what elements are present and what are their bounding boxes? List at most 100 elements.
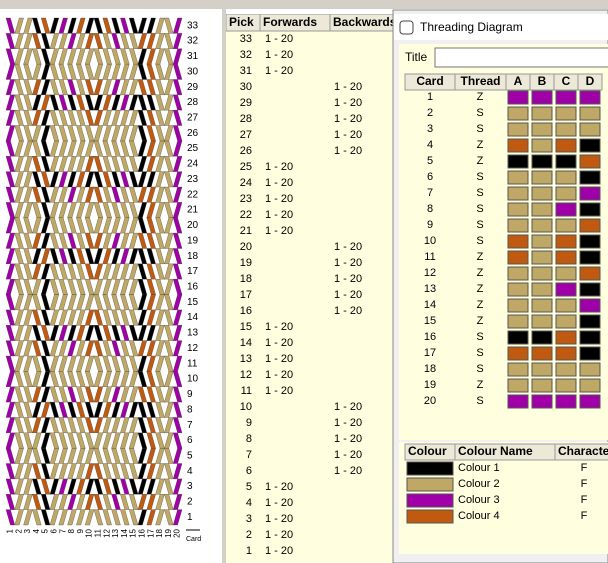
- weave-float: [41, 110, 51, 126]
- weave-float: [173, 17, 183, 34]
- card-label: 3: [23, 528, 32, 533]
- weave-float: [120, 186, 130, 203]
- weave-float: [102, 94, 112, 111]
- card-label: 19: [164, 528, 173, 537]
- weave-float: [67, 156, 77, 172]
- column-header: [329, 14, 393, 32]
- weave-float: [5, 110, 15, 126]
- weave-float: [146, 79, 156, 95]
- hole-colour: [531, 138, 553, 153]
- weave-float: [164, 248, 174, 264]
- weave-float: [23, 171, 33, 188]
- hole-colour: [555, 138, 577, 153]
- thread-direction: S: [476, 347, 483, 359]
- card-label: 5: [41, 528, 50, 533]
- weave-float: [5, 417, 15, 433]
- pick-label: 32: [187, 36, 199, 47]
- weave-float: [146, 494, 156, 510]
- weave-float: [14, 232, 24, 249]
- weave-float: [155, 17, 165, 34]
- weave-float: [120, 33, 130, 49]
- weave-float: [146, 110, 156, 126]
- weave-float: [23, 156, 33, 172]
- weave-float: [102, 263, 112, 280]
- weave-float: [32, 202, 42, 218]
- forwards-range: 1 - 20: [265, 369, 293, 381]
- weave-float: [23, 463, 33, 480]
- weave-float: [58, 478, 68, 495]
- weave-float: [76, 79, 86, 95]
- weave-float: [111, 186, 121, 203]
- weave-float: [155, 48, 165, 65]
- backwards-range: 1 - 20: [334, 417, 362, 429]
- thread-direction: Z: [477, 139, 484, 151]
- pick-number: 22: [240, 209, 252, 221]
- weave-float: [155, 156, 165, 172]
- weave-float: [49, 232, 59, 249]
- weave-float: [41, 401, 51, 418]
- weave-float: [102, 186, 112, 203]
- weave-float: [85, 202, 95, 218]
- weave-float: [32, 79, 42, 95]
- weave-float: [120, 48, 130, 65]
- pick-label: 6: [187, 435, 193, 446]
- card-number: 14: [424, 299, 436, 311]
- weave-float: [23, 202, 33, 218]
- weave-float: [41, 279, 51, 295]
- weave-float: [102, 509, 112, 526]
- weave-float: [93, 401, 103, 418]
- weave-float: [49, 432, 59, 449]
- column-header-text: C: [562, 74, 571, 88]
- weave-float: [102, 232, 112, 249]
- weave-float: [85, 17, 95, 34]
- pick-number: 19: [240, 257, 252, 269]
- backwards-range: 1 - 20: [334, 97, 362, 109]
- weave-float: [14, 386, 24, 403]
- hole-colour: [507, 330, 529, 345]
- weave-float: [111, 463, 121, 480]
- weave-float: [32, 478, 42, 495]
- weave-float: [76, 125, 86, 142]
- hole-colour: [531, 234, 553, 249]
- hole-colour: [555, 90, 577, 105]
- weave-float: [49, 110, 59, 126]
- thread-direction: Z: [477, 267, 484, 279]
- weave-float: [93, 202, 103, 218]
- weave-float: [111, 248, 121, 264]
- weave-float: [58, 309, 68, 326]
- weave-float: [67, 463, 77, 480]
- weave-float: [14, 94, 24, 111]
- hole-colour: [531, 298, 553, 313]
- weave-float: [58, 79, 68, 95]
- weave-float: [129, 125, 139, 142]
- hole-colour: [507, 250, 529, 265]
- weave-float: [58, 386, 68, 403]
- hole-colour: [555, 330, 577, 345]
- weave-float: [23, 509, 33, 526]
- pick-label: 33: [187, 20, 199, 31]
- weave-float: [93, 355, 103, 372]
- hole-colour: [531, 346, 553, 361]
- pick-number: 14: [240, 337, 252, 349]
- card-number: 5: [427, 155, 433, 167]
- weave-float: [14, 125, 24, 142]
- weave-float: [120, 340, 130, 357]
- hole-colour: [507, 202, 529, 217]
- weave-float: [111, 110, 121, 126]
- weave-float: [76, 156, 86, 172]
- weave-float: [173, 325, 183, 341]
- hole-colour: [579, 170, 601, 185]
- forwards-range: 1 - 20: [265, 33, 293, 45]
- weave-float: [76, 432, 86, 449]
- forwards-range: 1 - 20: [265, 513, 293, 525]
- weave-float: [76, 232, 86, 249]
- card-number: 7: [427, 187, 433, 199]
- weave-float: [49, 478, 59, 495]
- weave-float: [58, 509, 68, 526]
- title-input[interactable]: [434, 47, 608, 68]
- weave-float: [120, 463, 130, 480]
- weave-float: [76, 171, 86, 188]
- hole-colour: [507, 186, 529, 201]
- weave-float: [67, 494, 77, 510]
- weave-float: [111, 33, 121, 49]
